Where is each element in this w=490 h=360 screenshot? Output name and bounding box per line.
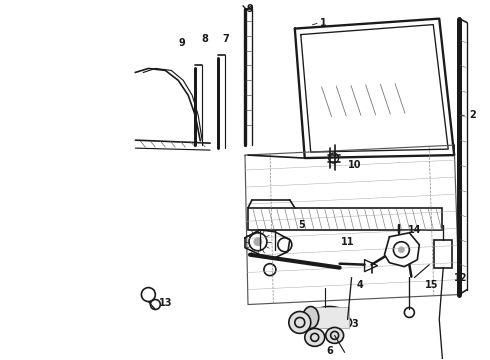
Text: 15: 15 (424, 280, 438, 289)
Text: 14: 14 (408, 225, 421, 235)
Text: 9: 9 (246, 4, 253, 14)
Text: 10: 10 (348, 160, 361, 170)
Text: 4: 4 (356, 280, 363, 289)
Text: 1: 1 (320, 18, 327, 28)
Text: 11: 11 (341, 237, 354, 247)
Text: 5: 5 (298, 220, 305, 230)
Bar (434, 240, 452, 268)
Circle shape (398, 247, 404, 253)
Text: 6: 6 (326, 346, 333, 356)
Text: 7: 7 (222, 33, 229, 44)
Ellipse shape (305, 328, 325, 346)
Ellipse shape (311, 306, 348, 328)
Ellipse shape (289, 311, 311, 333)
Ellipse shape (303, 306, 318, 328)
Bar (311, 306, 348, 328)
Text: 8: 8 (202, 33, 209, 44)
Circle shape (254, 238, 262, 246)
Text: 9: 9 (179, 37, 186, 48)
Text: 2: 2 (470, 110, 476, 120)
Text: 12: 12 (454, 273, 468, 283)
Text: 13: 13 (159, 297, 172, 307)
Bar (248, 208, 442, 230)
Ellipse shape (326, 328, 343, 343)
Text: 3: 3 (351, 319, 358, 329)
